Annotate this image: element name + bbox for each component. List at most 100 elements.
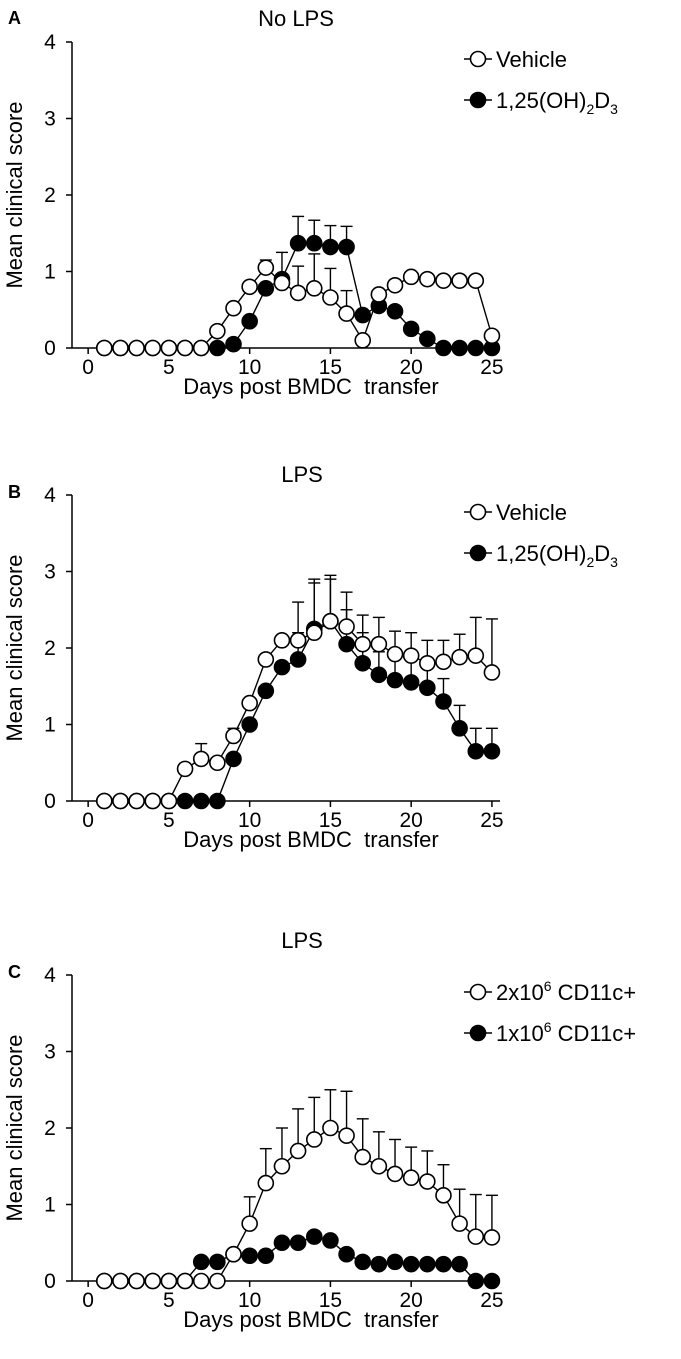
legend-filled-marker	[469, 91, 487, 109]
data-point	[96, 1272, 113, 1290]
panel-letter: B	[8, 482, 21, 502]
data-point	[128, 792, 145, 810]
data-point	[419, 1255, 436, 1273]
data-point	[144, 1272, 162, 1290]
data-point	[112, 792, 129, 810]
data-point	[160, 1272, 178, 1290]
legend-label-part: 1x10	[496, 1021, 544, 1046]
data-point	[483, 742, 501, 760]
data-point	[467, 647, 485, 664]
data-point	[386, 671, 404, 689]
x-tick-label: 5	[163, 1289, 175, 1312]
data-point	[241, 694, 258, 712]
legend-label: 1,25(OH)2D3	[496, 88, 618, 117]
data-point	[144, 792, 162, 810]
x-tick-label: 25	[480, 809, 503, 832]
data-point	[96, 792, 113, 810]
data-point	[289, 284, 307, 302]
data-point	[402, 1169, 420, 1187]
data-point	[257, 651, 275, 668]
data-point	[419, 1173, 436, 1190]
x-tick-label: 0	[82, 1289, 94, 1312]
legend-label-part: Vehicle	[496, 500, 567, 525]
data-point	[273, 632, 291, 649]
x-tick-label: 5	[163, 356, 175, 379]
data-point	[451, 648, 468, 666]
data-point	[322, 1232, 339, 1249]
y-axis-label: Mean clinical score	[2, 101, 27, 288]
legend-label-part: 1,25(OH)	[496, 541, 586, 566]
data-point	[289, 234, 307, 252]
legend-label-part: CD11c+	[552, 980, 637, 1005]
legend-label-part: D	[594, 88, 610, 113]
data-point	[225, 335, 242, 353]
legend-label-part: 1,25(OH)	[496, 88, 586, 113]
data-point	[192, 339, 210, 357]
legend-label-part: 3	[610, 554, 618, 570]
x-tick-label: 25	[480, 356, 503, 379]
data-point	[467, 1272, 485, 1290]
data-point	[257, 280, 275, 297]
y-tick-label: 1	[44, 261, 56, 284]
data-point	[354, 306, 372, 324]
y-tick-label: 4	[44, 31, 56, 54]
data-point	[354, 654, 372, 672]
data-point	[354, 1253, 372, 1271]
data-point	[402, 1255, 420, 1273]
data-point	[467, 1228, 485, 1245]
data-point	[419, 679, 436, 697]
data-point	[386, 276, 404, 294]
data-point	[160, 339, 178, 357]
y-tick-label: 3	[44, 108, 56, 131]
data-point	[225, 299, 242, 317]
data-point	[354, 635, 372, 653]
data-point	[451, 1215, 468, 1232]
data-point	[435, 653, 452, 671]
data-point	[370, 286, 388, 303]
panel-letter: C	[8, 962, 21, 982]
legend-label: Vehicle	[496, 47, 567, 72]
data-point	[192, 792, 210, 810]
data-point	[386, 302, 404, 320]
data-point	[112, 339, 129, 357]
data-point	[112, 1272, 129, 1290]
data-point	[257, 259, 275, 276]
data-point	[305, 1131, 323, 1148]
y-tick-label: 2	[44, 184, 56, 207]
data-point	[322, 238, 339, 256]
x-tick-label: 10	[238, 356, 261, 379]
data-point	[241, 278, 258, 296]
legend-label: 1x106 CD11c+	[496, 1019, 636, 1046]
data-point	[338, 618, 355, 635]
legend-label: 2x106 CD11c+	[496, 978, 636, 1005]
data-point	[209, 754, 226, 772]
data-point	[402, 320, 420, 338]
y-axis-label: Mean clinical score	[2, 554, 27, 741]
data-point	[209, 792, 226, 810]
data-point	[451, 339, 468, 357]
data-point	[96, 339, 113, 357]
legend-label-part: 6	[544, 1019, 552, 1035]
data-point	[160, 792, 178, 810]
x-tick-label: 15	[319, 356, 342, 379]
legend-label-part: CD11c+	[552, 1021, 637, 1046]
data-point	[305, 624, 323, 642]
data-point	[370, 1157, 388, 1175]
data-point	[273, 274, 291, 292]
x-tick-label: 0	[82, 356, 94, 379]
data-point	[176, 760, 194, 778]
series-open	[96, 578, 501, 810]
data-point	[354, 332, 372, 349]
x-tick-label: 15	[319, 809, 342, 832]
data-point	[257, 1247, 275, 1265]
legend-label-part: 6	[544, 978, 552, 994]
data-point	[289, 1234, 307, 1252]
legend: Vehicle 1,25(OH)2D3	[464, 500, 618, 570]
data-point	[483, 327, 501, 345]
data-point	[435, 1255, 452, 1273]
legend-label-part: Vehicle	[496, 47, 567, 72]
data-point	[209, 1272, 226, 1290]
data-point	[451, 720, 468, 737]
data-point	[467, 742, 485, 760]
data-point	[289, 632, 307, 649]
